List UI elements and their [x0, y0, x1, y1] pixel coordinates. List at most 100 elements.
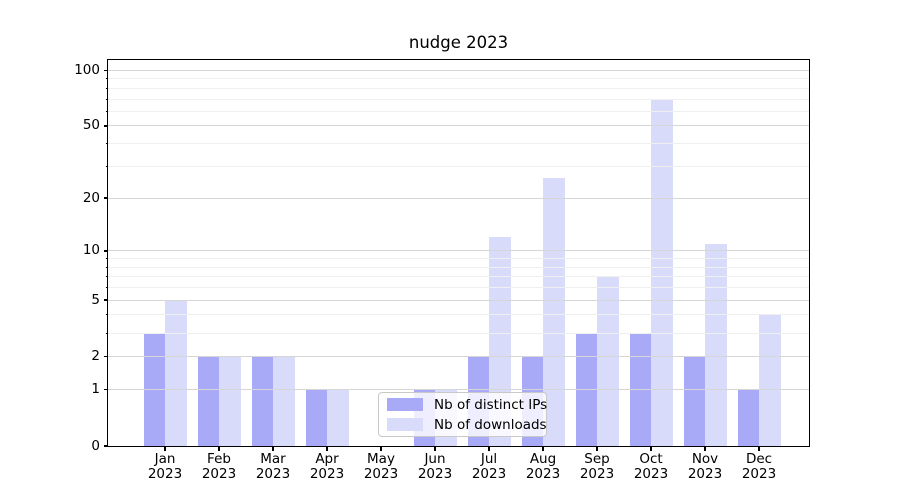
legend-item-downloads: Nb of downloads — [387, 417, 547, 433]
x-tick-year: 2023 — [255, 465, 291, 482]
x-tick-mark-mar — [272, 447, 274, 451]
major-gridline-20 — [108, 197, 809, 199]
bar-downloads-oct — [651, 99, 673, 446]
y-minor-tick-mark-30 — [105, 165, 108, 167]
y-tick-mark-2 — [103, 355, 108, 358]
major-gridline-50 — [108, 125, 809, 127]
x-tick-mark-may — [380, 447, 382, 451]
y-tick-mark-5 — [103, 299, 108, 301]
minor-gridline-7 — [108, 276, 809, 278]
x-tick-month: Mar — [260, 451, 286, 467]
minor-gridline-90 — [108, 78, 809, 80]
x-tick-year: 2023 — [417, 465, 453, 482]
x-tick-year: 2023 — [201, 465, 237, 482]
y-minor-tick-mark-80 — [105, 87, 108, 89]
x-tick-month: Sep — [584, 451, 610, 467]
minor-gridline-3 — [108, 332, 809, 334]
x-tick-mark-oct — [650, 447, 652, 451]
x-tick-label-jan: Jan 2023 — [131, 452, 199, 481]
x-tick-year: 2023 — [363, 465, 399, 482]
x-tick-label-mar: Mar 2023 — [239, 452, 307, 481]
y-minor-tick-mark-9 — [105, 258, 108, 260]
x-tick-mark-dec — [758, 447, 760, 451]
y-minor-tick-mark-90 — [105, 78, 108, 80]
x-tick-label-jul: Jul 2023 — [455, 452, 523, 481]
y-minor-tick-mark-3 — [105, 332, 108, 334]
x-tick-label-nov: Nov 2023 — [671, 452, 739, 481]
bar-ips-mar — [251, 356, 273, 446]
y-tick-mark-1 — [103, 388, 108, 391]
x-tick-month: Dec — [745, 451, 773, 467]
legend-label-distinct-ips: Nb of distinct IPs — [434, 396, 548, 413]
bar-downloads-apr — [327, 389, 349, 446]
x-tick-label-sep: Sep 2023 — [563, 452, 631, 481]
minor-gridline-8 — [108, 266, 809, 268]
y-minor-tick-mark-7 — [105, 276, 108, 278]
bar-downloads-aug — [543, 177, 565, 446]
x-tick-label-aug: Aug 2023 — [509, 452, 577, 481]
y-minor-tick-mark-8 — [105, 266, 108, 268]
chart-title: nudge 2023 — [408, 33, 509, 52]
x-tick-year: 2023 — [741, 465, 777, 482]
x-tick-mark-jun — [434, 447, 436, 451]
bar-downloads-feb — [219, 356, 241, 446]
x-tick-year: 2023 — [579, 465, 615, 482]
legend-swatch-distinct-ips-icon — [387, 397, 423, 412]
gridlines-layer — [108, 60, 809, 446]
x-tick-year: 2023 — [633, 465, 669, 482]
x-tick-mark-feb — [218, 447, 220, 451]
minor-gridline-4 — [108, 314, 809, 316]
bar-downloads-mar — [273, 356, 295, 446]
y-tick-mark-0 — [103, 445, 108, 447]
bar-ips-apr — [305, 389, 327, 446]
y-minor-tick-mark-40 — [105, 143, 108, 145]
x-tick-mark-aug — [542, 447, 544, 451]
major-gridline-2 — [108, 356, 809, 358]
x-tick-label-dec: Dec 2023 — [725, 452, 793, 481]
plot-area — [108, 60, 809, 446]
x-tick-label-apr: Apr 2023 — [293, 452, 361, 481]
x-tick-month: Apr — [315, 451, 339, 467]
x-tick-mark-jul — [488, 447, 490, 451]
y-tick-label-20: 20 — [82, 189, 100, 206]
minor-gridline-6 — [108, 287, 809, 289]
legend-label-downloads: Nb of downloads — [434, 416, 547, 433]
major-gridline-10 — [108, 250, 809, 252]
y-tick-mark-100 — [103, 69, 108, 72]
x-tick-label-may: May 2023 — [347, 452, 415, 481]
y-tick-label-0: 0 — [91, 437, 100, 454]
x-tick-month: Aug — [529, 451, 557, 467]
minor-gridline-80 — [108, 87, 809, 89]
legend: Nb of distinct IPs Nb of downloads — [378, 392, 547, 437]
x-tick-month: Jan — [154, 451, 176, 467]
y-tick-label-100: 100 — [74, 61, 100, 78]
x-tick-year: 2023 — [471, 465, 507, 482]
x-tick-year: 2023 — [525, 465, 561, 482]
y-tick-mark-20 — [103, 197, 108, 199]
major-gridline-5 — [108, 299, 809, 301]
y-minor-tick-mark-70 — [105, 98, 108, 100]
y-tick-label-5: 5 — [91, 291, 100, 308]
x-tick-month: May — [367, 451, 395, 467]
x-tick-label-oct: Oct 2023 — [617, 452, 685, 481]
x-tick-month: Jun — [424, 451, 446, 467]
bar-ips-nov — [683, 356, 705, 446]
minor-gridline-70 — [108, 98, 809, 100]
x-tick-mark-apr — [326, 447, 328, 451]
minor-gridline-9 — [108, 258, 809, 260]
x-tick-mark-nov — [704, 447, 706, 451]
minor-gridline-60 — [108, 110, 809, 112]
minor-gridline-40 — [108, 143, 809, 145]
x-tick-label-jun: Jun 2023 — [401, 452, 469, 481]
y-tick-label-10: 10 — [82, 242, 100, 259]
x-tick-mark-jan — [164, 447, 166, 451]
y-tick-mark-10 — [103, 250, 108, 252]
x-tick-month: Feb — [207, 451, 231, 467]
major-gridline-100 — [108, 69, 809, 71]
legend-swatch-downloads-icon — [387, 417, 423, 432]
y-tick-label-50: 50 — [82, 117, 100, 134]
y-minor-tick-mark-4 — [105, 314, 108, 316]
bar-downloads-dec — [759, 314, 781, 446]
major-gridline-1 — [108, 389, 809, 391]
x-tick-year: 2023 — [687, 465, 723, 482]
